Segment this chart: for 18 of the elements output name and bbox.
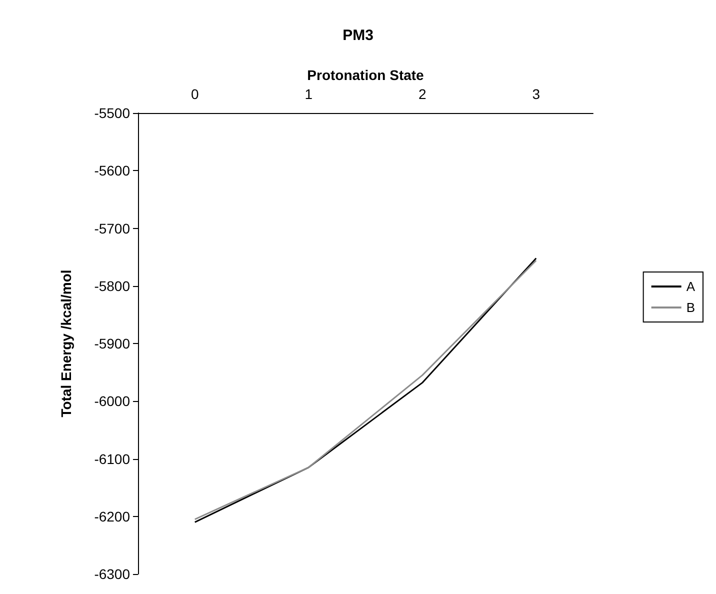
y-tick-label: -6000 [94, 393, 130, 410]
y-tick-label: -5500 [94, 105, 130, 121]
y-tick-label: -5700 [94, 220, 130, 236]
y-tick-label: -5800 [94, 278, 130, 294]
y-tick-label: -6300 [94, 566, 130, 582]
legend-label: A [686, 279, 696, 294]
y-tick-label: -5900 [94, 336, 130, 352]
y-tick-label: -5600 [94, 162, 130, 179]
legend-label: B [686, 300, 695, 315]
x-axis-title: Protonation State [307, 67, 424, 84]
y-tick-label: -6100 [94, 450, 130, 467]
y-axis-title: Total Energy /kcal/mol [58, 270, 74, 418]
y-tick-label: -6200 [94, 508, 130, 524]
x-tick-label: 2 [418, 86, 426, 102]
x-tick-label: 3 [532, 86, 540, 102]
x-tick-label: 0 [190, 86, 199, 102]
x-tick-label: 1 [304, 86, 313, 102]
chart-title: PM3 [342, 27, 374, 44]
